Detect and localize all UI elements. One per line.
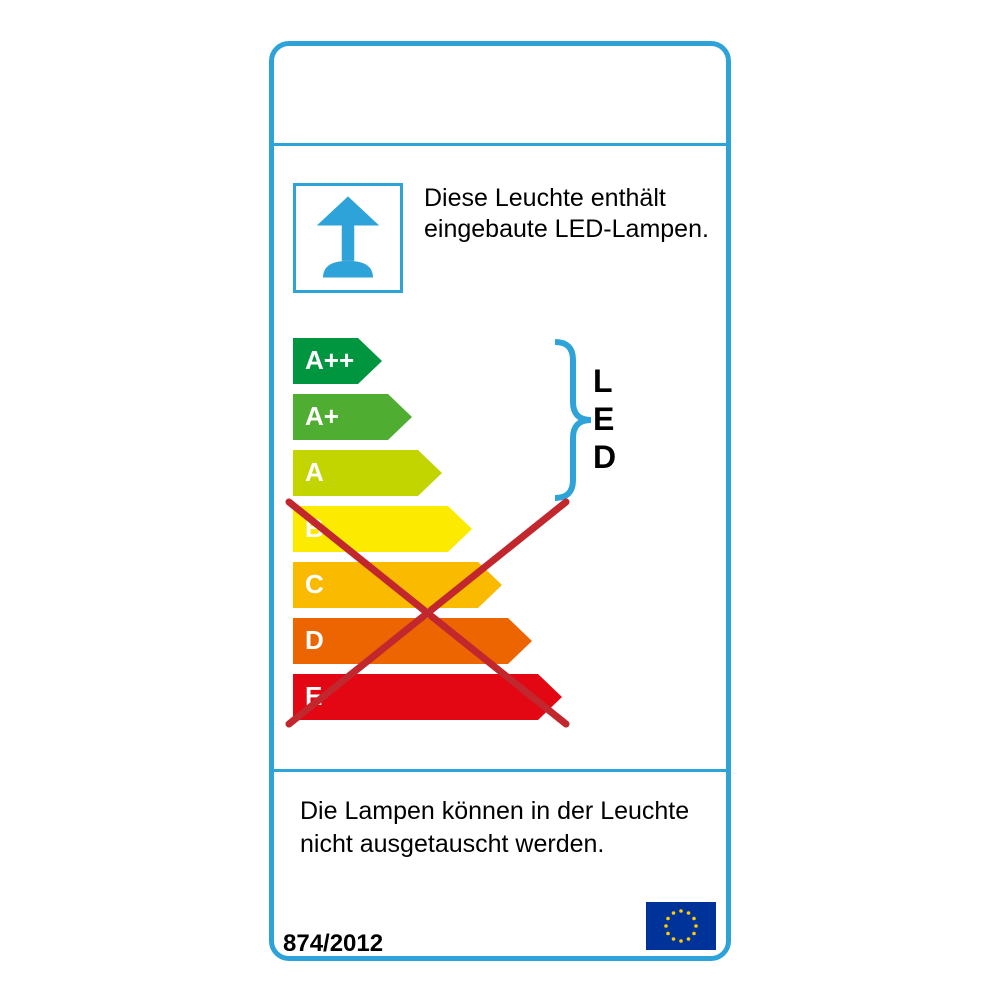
energy-label-card: Diese Leuchte enthält eingebaute LED-Lam… — [269, 41, 731, 961]
lamp-icon — [293, 183, 403, 293]
energy-arrow-label-C: C — [305, 569, 324, 599]
energy-arrow-label-A: A — [305, 457, 324, 487]
regulation-number: 874/2012 — [283, 930, 383, 958]
led-bracket — [555, 342, 591, 498]
divider-bottom — [274, 769, 726, 772]
energy-arrow-label-A+: A+ — [305, 401, 339, 431]
led-letter-D: D — [593, 439, 616, 475]
bottom-description: Die Lampen können in der Leuchte nicht a… — [300, 795, 710, 860]
led-letter-E: E — [593, 401, 614, 437]
energy-arrow-E — [293, 674, 562, 720]
eu-flag-icon — [646, 902, 716, 950]
top-description: Diese Leuchte enthält eingebaute LED-Lam… — [424, 183, 714, 246]
energy-arrow-label-A++: A++ — [305, 345, 354, 375]
energy-arrow-label-D: D — [305, 625, 324, 655]
energy-scale: A++A+ABCDELED — [293, 338, 643, 758]
divider-top — [274, 143, 726, 146]
led-letter-L: L — [593, 363, 613, 399]
